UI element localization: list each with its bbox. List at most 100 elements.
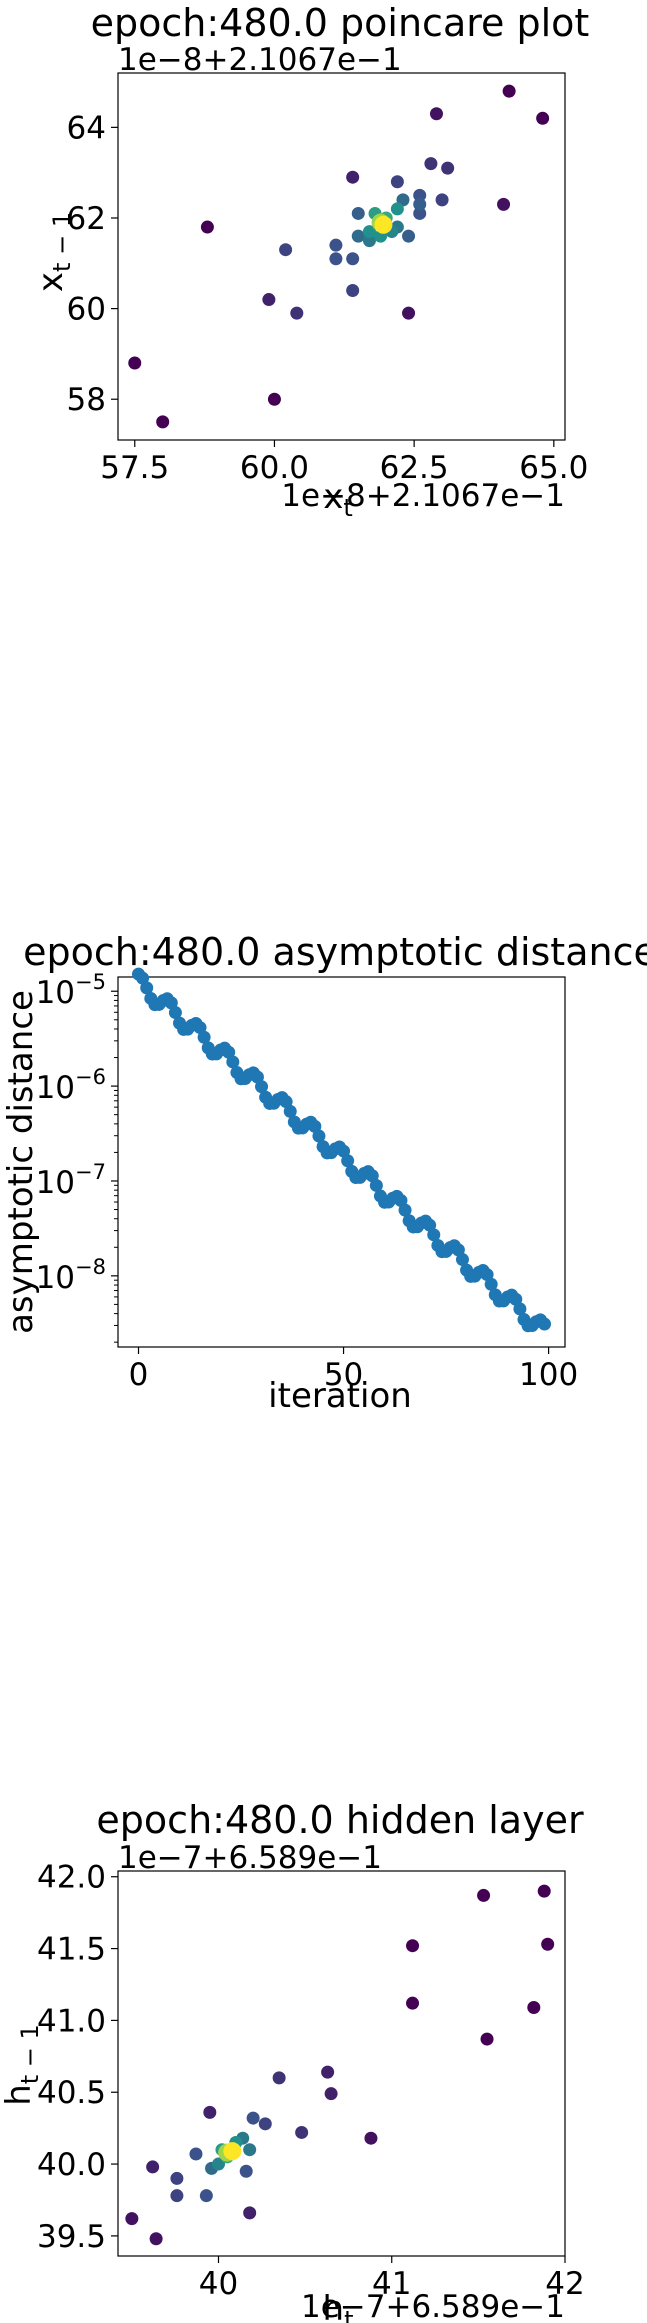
chart3-data-point [146,2160,160,2174]
chart3-x-tick-label: 40 [199,2266,238,2302]
chart3-x-tick-label: 42 [545,2266,584,2302]
chart1-data-point [413,206,427,220]
chart3-data-point [199,2189,213,2203]
chart2-y-tick-exponent: −6 [75,1065,106,1089]
chart3-y-tick-label: 40.5 [37,2075,106,2111]
chart3-data-point [321,2065,335,2079]
chart1-data-point [402,229,416,243]
chart3-x-offset-label: 1e−7+6.589e−1 [301,2289,565,2323]
chart1-data-point [329,238,343,252]
chart3-data-point [125,2212,139,2226]
chart1-points [128,84,550,429]
hidden-layer-chart: epoch:480.0 hidden layer 1e−7+6.589e−1 3… [0,1798,585,2323]
chart1-data-point [429,107,443,121]
chart3-plot-area [117,1870,566,2257]
chart3-data-point [324,2087,338,2101]
chart1-y-tick-label: 58 [67,382,106,418]
chart1-data-point [346,252,360,266]
chart3-data-point [203,2105,217,2119]
chart3-y-tick-label: 42.0 [37,1860,106,1896]
chart1-data-point [351,229,365,243]
chart2-data-point [369,1178,383,1192]
chart2-data-point [312,1129,326,1143]
chart3-data-point [170,2189,184,2203]
chart2-x-axis-label: iteration [268,1376,412,1416]
chart1-data-point [362,234,376,248]
chart3-data-point [223,2142,242,2161]
chart2-data-point [226,1055,240,1069]
chart3-data-point [239,2164,253,2178]
chart1-data-point [536,111,550,125]
chart2-x-tick-label: 100 [519,1357,578,1393]
chart3-data-point [170,2171,184,2185]
chart1-data-point [262,293,276,307]
chart1-data-point [290,306,304,320]
poincare-plot-chart: epoch:480.0 poincare plot 1e−8+2.1067e−1… [31,1,590,522]
chart1-data-point [200,220,214,234]
chart1-x-tick-label: 57.5 [100,450,169,486]
chart3-y-offset-label: 1e−7+6.589e−1 [118,1840,382,1876]
chart1-data-point [346,170,360,184]
chart3-data-point [272,2071,286,2085]
chart1-x-ticks: 57.5 60.0 62.5 65.0 [100,440,588,486]
chart3-title: epoch:480.0 hidden layer [96,1798,584,1842]
chart2-x-tick-label: 50 [324,1357,363,1393]
chart2-y-axis-label: asymptotic distance [1,990,41,1334]
chart3-data-point [211,2157,225,2171]
chart1-title: epoch:480.0 poincare plot [91,1,590,45]
chart3-x-tick-label: 41 [372,2266,411,2302]
chart2-data-point [168,1006,182,1020]
chart3-data-point [480,2032,494,2046]
chart1-data-point [402,306,416,320]
chart3-data-point [189,2147,203,2161]
chart2-data-point [341,1154,355,1168]
chart1-data-point [362,225,376,239]
chart1-data-point [128,356,142,370]
chart2-data-point [427,1228,441,1242]
chart2-y-tick-exponent: −7 [75,1160,106,1184]
chart1-x-tick-label: 60.0 [240,450,309,486]
chart1-data-point [351,206,365,220]
chart2-plot-area [117,976,566,1348]
chart2-title: epoch:480.0 asymptotic distance [23,930,647,974]
chart3-y-tick-label: 41.5 [37,1932,106,1968]
chart1-data-point [413,197,427,211]
chart2-y-tick-label: 10−7 [36,1160,106,1201]
chart1-y-tick-label: 64 [67,110,106,146]
chart2-data-point [197,1030,211,1044]
chart1-data-point [441,161,455,175]
chart1-data-point [424,157,438,171]
chart1-data-point [329,252,343,266]
chart3-data-point [364,2131,378,2145]
chart2-data-point [255,1080,269,1094]
chart3-data-point [527,2000,541,2014]
chart1-x-tick-label: 62.5 [380,450,449,486]
chart3-data-point [243,2206,257,2220]
chart3-data-point [149,2232,163,2246]
chart2-x-tick-label: 0 [129,1357,149,1393]
chart1-data-point [156,415,170,429]
chart1-data-point [497,197,511,211]
chart1-data-point [279,243,293,257]
chart3-x-axis-label: ht [323,2289,354,2323]
chart3-y-axis-label: ht − 1 [0,2024,44,2106]
chart3-y-ticks: 39.5 40.0 40.5 41.0 41.5 42.0 [37,1860,118,2255]
chart3-data-point [246,2111,260,2125]
chart3-y-tick-label: 41.0 [37,2003,106,2039]
chart1-y-axis-label: xt − 1 [31,212,76,292]
chart1-data-point [346,283,360,297]
chart3-data-point [406,1996,420,2010]
chart2-data-point [484,1277,498,1291]
chart2-x-ticks: 0 50 100 [129,1347,578,1393]
chart1-data-point [435,193,449,207]
chart2-data-point [537,1317,551,1331]
chart3-data-point [243,2143,257,2157]
chart1-y-offset-label: 1e−8+2.1067e−1 [118,42,402,78]
chart2-y-tick-label: 10−5 [36,970,106,1011]
chart2-y-ticks: 10−5 10−6 10−7 10−8 [36,970,118,1343]
chart2-data-point [283,1104,297,1118]
chart2-y-tick-label: 10−8 [36,1255,106,1296]
chart2-y-tick-exponent: −5 [75,970,106,994]
chart1-y-tick-label: 62 [67,201,106,237]
chart3-points [125,1884,555,2246]
